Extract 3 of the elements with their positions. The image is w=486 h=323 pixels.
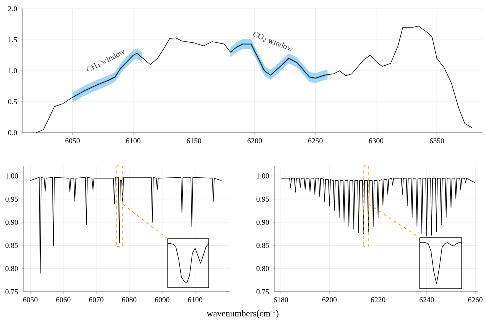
line-series [30, 177, 222, 274]
x-axis-title: wavenumbers(cm$^{-1}$) [206, 308, 279, 318]
line-series [36, 26, 473, 134]
